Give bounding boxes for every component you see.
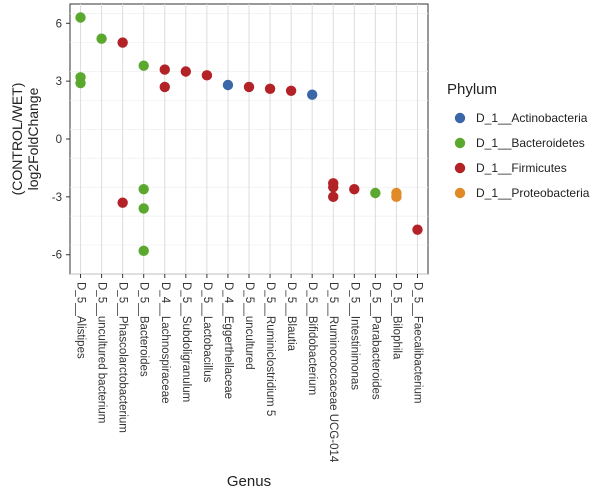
point-d-5-phascolarctobacterium-d-1-firmicutes bbox=[117, 197, 128, 208]
y-axis-title-line-1: (CONTROL/WET) bbox=[9, 83, 25, 196]
legend-key-d-1-proteobacteria bbox=[454, 187, 466, 199]
x-tick-label-d-5-subdoligranulum: D_5__Subdoligranulum bbox=[180, 282, 192, 402]
y-tick-label: -3 bbox=[52, 192, 62, 204]
y-tick-label: 3 bbox=[56, 76, 62, 88]
x-tick-label-d-5-bilophila: D_5__Bilophila bbox=[390, 282, 402, 360]
point-d-5-bacteroides-d-1-bacteroidetes bbox=[138, 60, 149, 71]
point-d-5-bacteroides-d-1-bacteroidetes bbox=[138, 203, 149, 214]
point-d-5-bacteroides-d-1-bacteroidetes bbox=[138, 183, 149, 195]
grid bbox=[70, 4, 428, 275]
y-axis-title: (CONTROL/WET) log2FoldChange bbox=[9, 83, 41, 196]
legend-key-d-1-firmicutes bbox=[454, 162, 466, 174]
point-d-5-ruminiclostridium-5-d-1-firmicutes bbox=[264, 83, 276, 95]
data-points bbox=[75, 12, 423, 257]
legend-key-d-1-bacteroidetes bbox=[454, 137, 466, 149]
point-d-5-uncultured-bacterium-d-1-bacteroidetes bbox=[96, 33, 107, 44]
legend-key-d-1-actinobacteria bbox=[454, 112, 466, 124]
x-tick-label-d-5-phascolarctobacterium: D_5__Phascolarctobacterium bbox=[117, 282, 129, 433]
x-tick-label-d-5-ruminiclostridium-5: D_5__Ruminiclostridium 5 bbox=[264, 282, 276, 416]
x-tick-label-d-5-bifidobacterium: D_5__Bifidobacterium bbox=[306, 282, 318, 395]
y-axis-title-line-2: log2FoldChange bbox=[25, 87, 41, 190]
y-tick-label: 6 bbox=[56, 18, 62, 30]
x-tick-label-d-5-lactobacillus: D_5__Lactobacillus bbox=[201, 282, 213, 383]
point-d-5-alistipes-d-1-bacteroidetes bbox=[75, 77, 86, 89]
point-d-5-alistipes-d-1-bacteroidetes bbox=[75, 12, 86, 23]
x-tick-label-d-4-lachnospiraceae: D_4__Lachnospiraceae bbox=[159, 282, 171, 403]
x-tick-label-d-5-uncultured: D_5__uncultured bbox=[243, 282, 255, 370]
y-tick-label: 0 bbox=[56, 134, 62, 146]
point-d-5-ruminococcaceae-ucg-014-d-1-firmicutes bbox=[328, 191, 339, 203]
point-d-5-lactobacillus-d-1-firmicutes bbox=[201, 70, 213, 81]
x-tick-label-d-5-uncultured-bacterium: D_5__uncultured bacterium bbox=[96, 282, 108, 423]
point-d-4-lachnospiraceae-d-1-firmicutes bbox=[159, 81, 170, 93]
point-d-4-lachnospiraceae-d-1-firmicutes bbox=[159, 64, 170, 75]
legend-label-d-1-proteobacteria: D_1__Proteobacteria bbox=[476, 186, 590, 200]
x-tick-label-d-5-alistipes: D_5__Alistipes bbox=[75, 282, 87, 359]
legend-label-d-1-actinobacteria: D_1__Actinobacteria bbox=[476, 111, 588, 125]
point-d-5-intestinimonas-d-1-firmicutes bbox=[349, 183, 360, 195]
point-d-4-eggerthellaceae-d-1-actinobacteria bbox=[222, 79, 234, 91]
x-tick-label-d-5-intestinimonas: D_5__Intestinimonas bbox=[348, 282, 360, 390]
point-d-5-phascolarctobacterium-d-1-firmicutes bbox=[117, 37, 128, 48]
legend: Phylum D_1__Actinobacteria D_1__Bacteroid… bbox=[447, 81, 590, 200]
x-tick-label-d-5-parabacteroides: D_5__Parabacteroides bbox=[369, 282, 381, 400]
point-d-5-parabacteroides-d-1-bacteroidetes bbox=[370, 187, 381, 199]
point-d-5-blautia-d-1-firmicutes bbox=[285, 85, 297, 96]
point-d-5-ruminococcaceae-ucg-014-d-1-firmicutes bbox=[328, 182, 339, 193]
x-axis-title: Genus bbox=[227, 473, 271, 490]
legend-label-d-1-bacteroidetes: D_1__Bacteroidetes bbox=[476, 136, 585, 150]
point-d-5-subdoligranulum-d-1-firmicutes bbox=[180, 66, 192, 77]
x-tick-label-d-4-eggerthellaceae: D_4__Eggerthellaceae bbox=[222, 282, 234, 399]
x-tick-label-d-5-faecalibacterium: D_5__Faecalibacterium bbox=[411, 282, 423, 403]
point-d-5-bacteroides-d-1-bacteroidetes bbox=[138, 245, 149, 257]
x-tick-label-d-5-blautia: D_5__Blautia bbox=[285, 282, 297, 352]
axes: D_5__Alistipes D_5__uncultured bacterium D… bbox=[52, 18, 424, 463]
y-tick-label: -6 bbox=[52, 250, 62, 262]
point-d-5-bifidobacterium-d-1-actinobacteria bbox=[306, 89, 318, 100]
legend-label-d-1-firmicutes: D_1__Firmicutes bbox=[476, 161, 567, 175]
legend-title: Phylum bbox=[447, 81, 497, 98]
x-tick-label-d-5-ruminococcaceae-ucg-014: D_5__Ruminococcaceae UCG-014 bbox=[327, 282, 339, 463]
point-d-5-bilophila-d-1-proteobacteria bbox=[391, 191, 402, 203]
point-d-5-faecalibacterium-d-1-firmicutes bbox=[412, 224, 423, 235]
point-d-5-uncultured-d-1-firmicutes bbox=[243, 81, 255, 93]
x-tick-label-d-5-bacteroides: D_5__Bacteroides bbox=[138, 282, 150, 377]
